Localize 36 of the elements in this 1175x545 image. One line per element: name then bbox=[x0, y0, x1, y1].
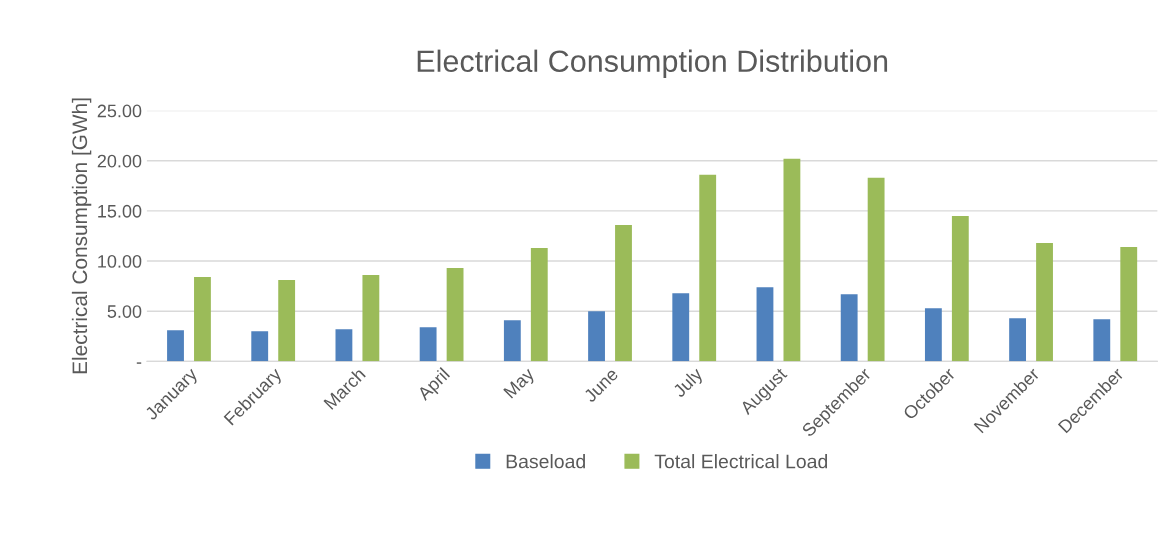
bar bbox=[278, 280, 296, 362]
y-tick-label: 10.00 bbox=[98, 254, 142, 268]
bar bbox=[783, 158, 801, 362]
bar bbox=[615, 224, 632, 362]
x-tick-label: July bbox=[671, 366, 707, 401]
y-tick-label: 25.00 bbox=[97, 104, 142, 118]
bar bbox=[194, 277, 211, 362]
bar bbox=[867, 177, 885, 362]
y-tick-label: - bbox=[136, 362, 142, 364]
legend-label: Total Electrical Load bbox=[654, 454, 828, 469]
y-tick-label: 15.00 bbox=[98, 204, 142, 218]
bar bbox=[446, 268, 464, 362]
bar bbox=[335, 329, 353, 362]
y-tick-label: 20.00 bbox=[97, 154, 142, 168]
chart-title: Electrical Consumption Distribution bbox=[417, 49, 888, 79]
bar bbox=[503, 320, 521, 362]
bar bbox=[588, 311, 605, 362]
x-tick-label: May bbox=[503, 366, 538, 402]
bar bbox=[167, 330, 184, 362]
bar bbox=[756, 287, 774, 362]
legend-label: Baseload bbox=[506, 454, 585, 469]
bar bbox=[419, 327, 437, 362]
bar bbox=[1093, 319, 1111, 362]
bar bbox=[699, 174, 717, 362]
bar bbox=[924, 308, 942, 362]
bar bbox=[840, 294, 858, 362]
bar bbox=[530, 248, 548, 362]
bar bbox=[1120, 247, 1138, 362]
bar bbox=[362, 275, 380, 362]
bar bbox=[951, 215, 969, 362]
bar bbox=[251, 331, 269, 362]
bar bbox=[672, 293, 690, 362]
bar bbox=[1036, 243, 1053, 362]
bar bbox=[1009, 318, 1027, 362]
y-tick-label: 5.00 bbox=[107, 305, 142, 318]
y-axis-title: Electrical Consumption [GWh] bbox=[71, 98, 92, 374]
